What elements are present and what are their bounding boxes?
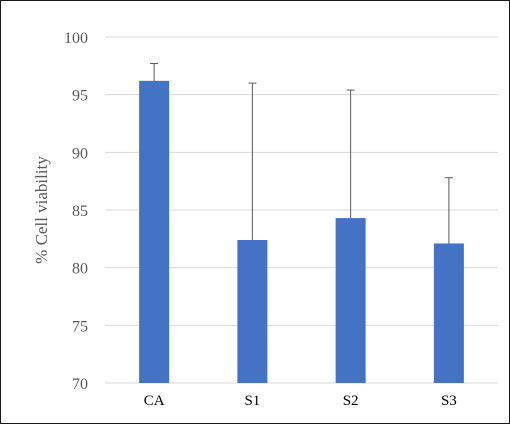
y-tick-label-85: 85 bbox=[72, 203, 88, 220]
gridlines bbox=[105, 36, 498, 384]
x-tick-label-s2: S2 bbox=[343, 393, 359, 409]
y-tick-label-80: 80 bbox=[72, 261, 88, 278]
y-tick-label-75: 75 bbox=[72, 318, 88, 335]
bar-s3 bbox=[433, 243, 464, 383]
bars bbox=[139, 80, 464, 384]
error-bars bbox=[150, 63, 453, 244]
y-tick-label-95: 95 bbox=[72, 88, 88, 105]
bar-s1 bbox=[237, 239, 268, 383]
y-axis-title: % Cell viability bbox=[32, 156, 51, 264]
x-tick-label-s1: S1 bbox=[244, 393, 260, 409]
x-tick-labels: CA S1 S2 S3 bbox=[144, 393, 457, 409]
x-tick-label-ca: CA bbox=[144, 393, 165, 409]
x-tick-label-s3: S3 bbox=[441, 393, 457, 409]
bar-s2 bbox=[335, 218, 366, 383]
y-tick-label-70: 70 bbox=[72, 376, 88, 393]
bar-ca bbox=[139, 80, 170, 384]
y-tick-label-100: 100 bbox=[64, 30, 88, 47]
y-tick-label-90: 90 bbox=[72, 145, 88, 162]
y-tick-labels: 70 75 80 85 90 95 100 bbox=[64, 30, 88, 393]
